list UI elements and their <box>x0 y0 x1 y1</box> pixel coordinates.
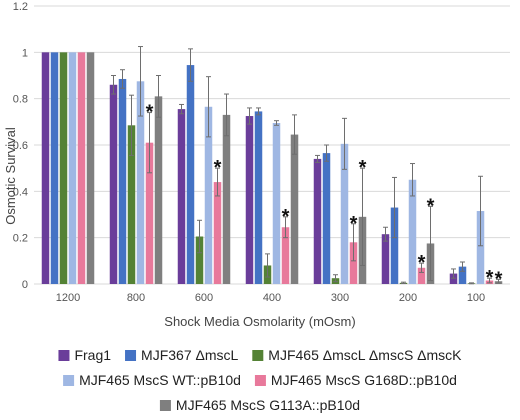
bar <box>254 111 263 285</box>
x-tick-label: 400 <box>263 292 281 304</box>
x-axis-ticks: 1200 800 600 400 300 200 100 <box>56 292 485 304</box>
bar <box>154 96 163 284</box>
significance-star: * <box>486 267 494 289</box>
y-tick-label: 1 <box>22 47 28 59</box>
bar <box>340 143 349 284</box>
x-tick-label: 600 <box>195 292 213 304</box>
significance-star: * <box>350 213 358 235</box>
legend-swatch <box>159 400 171 411</box>
bar <box>213 182 222 284</box>
bar <box>381 234 390 284</box>
bar-series <box>41 52 503 285</box>
y-tick-label: 0.4 <box>13 186 28 198</box>
legend-label: MJF465 ΔmscL ΔmscS ΔmscK <box>268 347 462 363</box>
legend-swatch <box>254 375 266 386</box>
legend-label: MJF367 ΔmscL <box>141 347 238 363</box>
bar <box>77 52 86 285</box>
bar <box>476 211 485 284</box>
y-axis-title: Osmotic Survival <box>3 127 18 225</box>
significance-star: * <box>495 268 503 290</box>
significance-star: * <box>146 102 154 124</box>
significance-star: * <box>214 157 222 179</box>
x-tick-label: 300 <box>331 292 349 304</box>
x-axis-title: Shock Media Osmolarity (mOsm) <box>164 314 355 329</box>
x-tick-label: 100 <box>467 292 485 304</box>
bar <box>417 267 426 284</box>
bar <box>195 236 204 284</box>
x-tick-label: 800 <box>127 292 145 304</box>
bar <box>59 52 68 285</box>
bar <box>222 114 231 284</box>
bar <box>109 84 118 285</box>
bar <box>449 273 458 284</box>
legend-label: Frag1 <box>74 347 111 363</box>
bar <box>50 52 59 285</box>
bar <box>322 153 331 284</box>
bar <box>127 125 136 284</box>
legend-label: MJF465 MscS WT::pB10d <box>79 372 241 388</box>
bar <box>118 78 127 284</box>
bar <box>272 122 281 284</box>
bar <box>458 266 467 284</box>
x-tick-label: 200 <box>399 292 417 304</box>
significance-markers: *** ***** * <box>146 102 503 291</box>
legend: Frag1 MJF367 ΔmscL MJF465 ΔmscL ΔmscS Δmsc… <box>58 347 462 413</box>
significance-star: * <box>418 252 426 274</box>
y-tick-label: 0.2 <box>13 233 28 245</box>
legend-label: MJF465 MscS G168D::pB10d <box>271 372 457 388</box>
bar <box>86 52 95 285</box>
legend-label: MJF465 MscS G113A::pB10d <box>176 397 360 413</box>
legend-swatch <box>252 350 264 361</box>
bar <box>408 179 417 284</box>
bar <box>204 106 213 285</box>
y-axis-ticks: 0 0.2 0.4 0.6 0.8 1 1.2 <box>13 1 28 291</box>
error-bars <box>111 46 501 285</box>
y-tick-label: 0.8 <box>13 94 28 106</box>
bar <box>313 158 322 284</box>
bar <box>390 207 399 284</box>
legend-swatch <box>58 350 70 361</box>
y-tick-label: 0.6 <box>13 140 28 152</box>
bar <box>349 242 358 284</box>
x-tick-label: 1200 <box>56 292 80 304</box>
gridlines <box>34 5 510 285</box>
significance-star: * <box>427 195 435 217</box>
legend-swatch <box>63 375 75 386</box>
significance-star: * <box>282 206 290 228</box>
bar <box>136 81 145 285</box>
bar <box>41 52 50 285</box>
y-tick-label: 1.2 <box>13 1 28 13</box>
bar <box>245 116 254 285</box>
bar <box>281 227 290 284</box>
bar <box>186 65 195 284</box>
bar <box>290 134 299 284</box>
bar <box>145 142 154 284</box>
bar <box>68 52 77 285</box>
bar <box>177 109 186 284</box>
y-tick-label: 0 <box>22 279 28 291</box>
significance-star: * <box>359 157 367 179</box>
legend-swatch <box>125 350 137 361</box>
